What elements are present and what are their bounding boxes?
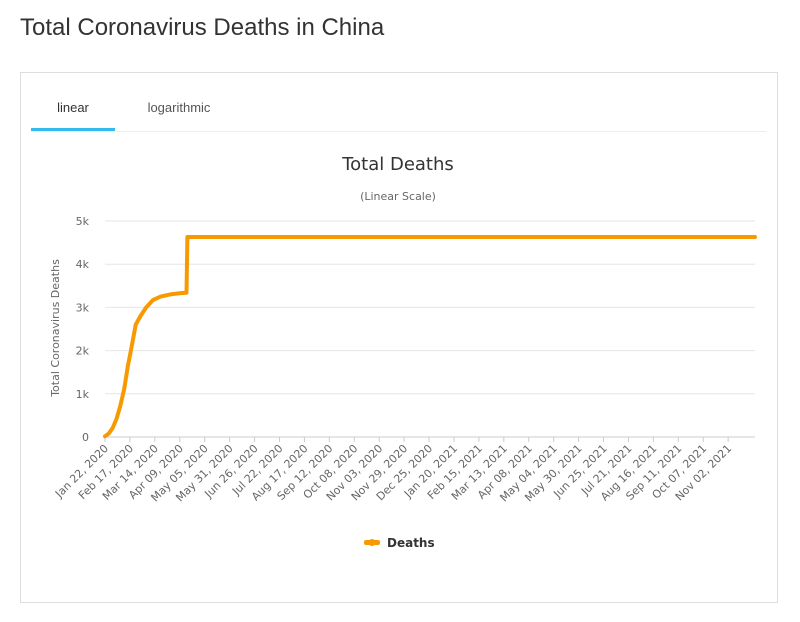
y-tick-labels: 0 1k 2k 3k 4k 5k bbox=[76, 215, 90, 444]
series-line-deaths bbox=[103, 235, 757, 439]
scale-tabs: linear logarithmic bbox=[31, 87, 766, 132]
y-axis-label: Total Coronavirus Deaths bbox=[49, 259, 62, 398]
chart-title: Total Deaths bbox=[341, 154, 454, 175]
legend-marker-deaths bbox=[368, 539, 376, 546]
chart-subtitle: (Linear Scale) bbox=[360, 190, 436, 203]
tab-linear[interactable]: linear bbox=[31, 87, 115, 131]
chart-card: linear logarithmic bbox=[20, 72, 778, 603]
grid-lines bbox=[105, 220, 755, 438]
y-tick-label: 0 bbox=[82, 431, 89, 444]
y-tick-label: 5k bbox=[76, 215, 90, 228]
tab-logarithmic[interactable]: logarithmic bbox=[147, 100, 211, 115]
legend-label-deaths: Deaths bbox=[387, 536, 435, 550]
y-tick-label: 3k bbox=[76, 301, 90, 314]
page-title: Total Coronavirus Deaths in China bbox=[20, 14, 385, 41]
y-tick-label: 4k bbox=[76, 258, 90, 271]
legend[interactable]: Deaths bbox=[364, 536, 435, 550]
y-tick-label: 1k bbox=[76, 388, 90, 401]
y-tick-label: 2k bbox=[76, 345, 90, 358]
